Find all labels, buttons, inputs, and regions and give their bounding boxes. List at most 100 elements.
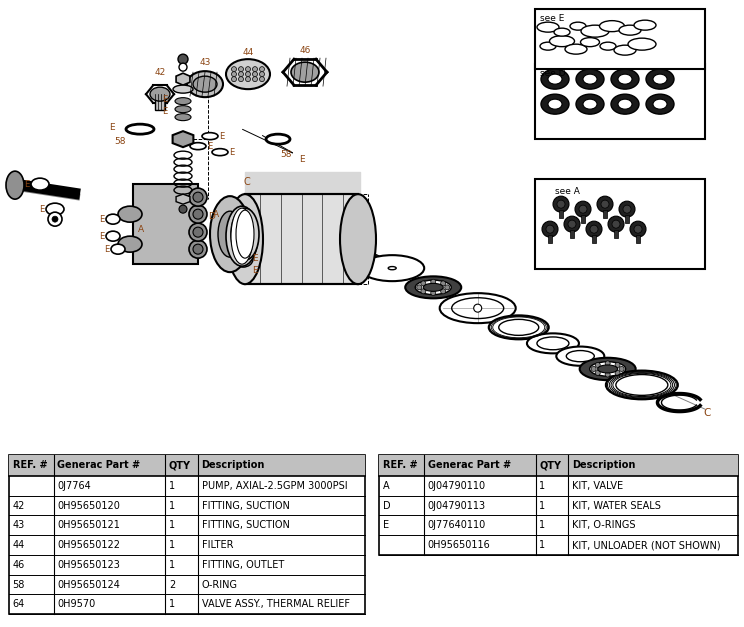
Bar bbox=[614, 230, 618, 238]
Ellipse shape bbox=[291, 62, 319, 82]
Ellipse shape bbox=[634, 20, 656, 30]
Polygon shape bbox=[173, 131, 193, 147]
Text: PUMP, AXIAL-2.5GPM 3000PSI: PUMP, AXIAL-2.5GPM 3000PSI bbox=[202, 481, 347, 491]
Ellipse shape bbox=[597, 365, 618, 373]
Ellipse shape bbox=[231, 208, 253, 264]
Text: E: E bbox=[100, 214, 105, 224]
Circle shape bbox=[193, 192, 203, 202]
Ellipse shape bbox=[126, 124, 154, 134]
Text: QTY: QTY bbox=[539, 460, 562, 470]
Ellipse shape bbox=[233, 231, 253, 247]
Circle shape bbox=[260, 71, 265, 76]
Ellipse shape bbox=[212, 149, 228, 155]
Circle shape bbox=[440, 289, 446, 294]
Circle shape bbox=[601, 200, 609, 208]
Text: REF. #: REF. # bbox=[383, 460, 418, 470]
Ellipse shape bbox=[423, 283, 443, 292]
Bar bbox=[625, 215, 629, 223]
Text: E: E bbox=[252, 266, 258, 275]
Text: 1: 1 bbox=[169, 560, 175, 570]
Text: Description: Description bbox=[202, 460, 265, 470]
Circle shape bbox=[431, 279, 436, 284]
Circle shape bbox=[553, 196, 569, 212]
Circle shape bbox=[239, 66, 243, 71]
Text: 0H95650124: 0H95650124 bbox=[57, 579, 121, 589]
Bar bbox=[245, 194, 358, 284]
Text: O-RING: O-RING bbox=[202, 579, 237, 589]
Ellipse shape bbox=[360, 255, 424, 281]
Circle shape bbox=[564, 216, 580, 232]
Text: 64: 64 bbox=[13, 599, 25, 609]
Bar bbox=[570, 230, 574, 238]
Circle shape bbox=[189, 223, 207, 241]
Text: 1: 1 bbox=[539, 540, 545, 550]
Ellipse shape bbox=[580, 358, 635, 380]
Circle shape bbox=[421, 281, 426, 286]
Ellipse shape bbox=[226, 59, 270, 89]
Circle shape bbox=[239, 76, 243, 82]
Bar bbox=[592, 235, 596, 243]
Circle shape bbox=[189, 205, 207, 223]
Ellipse shape bbox=[565, 44, 587, 54]
Ellipse shape bbox=[581, 25, 609, 37]
Ellipse shape bbox=[489, 315, 549, 339]
Ellipse shape bbox=[236, 210, 254, 258]
Ellipse shape bbox=[606, 371, 678, 399]
Text: E: E bbox=[109, 123, 115, 132]
Ellipse shape bbox=[210, 196, 250, 272]
Ellipse shape bbox=[541, 69, 569, 89]
Ellipse shape bbox=[266, 134, 290, 144]
Ellipse shape bbox=[619, 25, 641, 35]
Ellipse shape bbox=[193, 76, 217, 92]
Text: 1: 1 bbox=[539, 481, 545, 491]
Ellipse shape bbox=[175, 113, 191, 120]
Circle shape bbox=[193, 209, 203, 219]
Circle shape bbox=[252, 76, 257, 82]
Text: E: E bbox=[219, 132, 225, 140]
Ellipse shape bbox=[646, 69, 674, 89]
Ellipse shape bbox=[118, 236, 142, 252]
Text: 58: 58 bbox=[115, 137, 126, 145]
Ellipse shape bbox=[583, 99, 597, 109]
Circle shape bbox=[239, 71, 243, 76]
Ellipse shape bbox=[576, 69, 604, 89]
Ellipse shape bbox=[231, 208, 259, 260]
Ellipse shape bbox=[550, 36, 574, 46]
Text: Description: Description bbox=[572, 460, 635, 470]
Bar bbox=[559, 210, 563, 218]
Ellipse shape bbox=[653, 99, 667, 109]
Ellipse shape bbox=[580, 38, 600, 46]
Circle shape bbox=[246, 76, 251, 82]
Text: 1: 1 bbox=[539, 520, 545, 530]
Ellipse shape bbox=[111, 244, 125, 254]
Text: 46: 46 bbox=[299, 46, 311, 55]
Ellipse shape bbox=[616, 374, 668, 396]
Ellipse shape bbox=[150, 87, 170, 101]
Ellipse shape bbox=[118, 206, 142, 222]
Text: A: A bbox=[213, 209, 219, 219]
Text: E: E bbox=[299, 155, 305, 164]
Text: 0J77640110: 0J77640110 bbox=[428, 520, 486, 530]
Text: C: C bbox=[243, 177, 251, 187]
Text: Generac Part #: Generac Part # bbox=[57, 460, 141, 470]
Text: 0H9570: 0H9570 bbox=[57, 599, 95, 609]
Text: 1: 1 bbox=[169, 599, 175, 609]
Ellipse shape bbox=[388, 266, 397, 270]
Ellipse shape bbox=[541, 94, 569, 114]
Bar bbox=[603, 210, 607, 218]
Ellipse shape bbox=[537, 337, 569, 350]
Ellipse shape bbox=[359, 253, 379, 261]
Text: E: E bbox=[104, 245, 109, 254]
Ellipse shape bbox=[614, 45, 636, 55]
Circle shape bbox=[252, 71, 257, 76]
Text: KIT, UNLOADER (NOT SHOWN): KIT, UNLOADER (NOT SHOWN) bbox=[572, 540, 721, 550]
Ellipse shape bbox=[364, 256, 384, 263]
Ellipse shape bbox=[227, 194, 263, 284]
Ellipse shape bbox=[226, 206, 258, 266]
Circle shape bbox=[546, 225, 554, 233]
Ellipse shape bbox=[190, 143, 206, 150]
Ellipse shape bbox=[233, 251, 253, 267]
Text: 0H95650116: 0H95650116 bbox=[428, 540, 490, 550]
Ellipse shape bbox=[187, 71, 223, 97]
Circle shape bbox=[575, 201, 591, 217]
